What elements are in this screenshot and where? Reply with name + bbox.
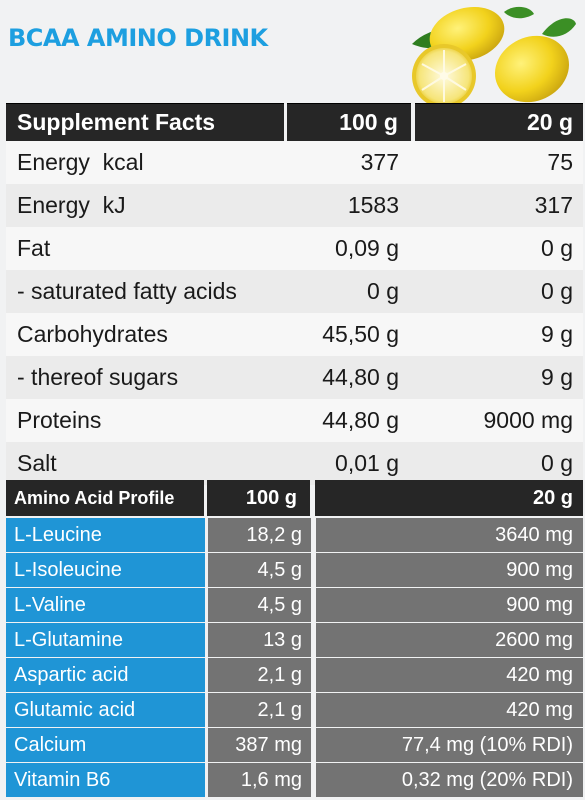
row-value-100g: 18,2 g — [208, 518, 311, 552]
row-value-20g: 3640 mg — [316, 518, 583, 552]
row-value-100g: 1583 — [347, 192, 399, 218]
row-value-100g: 0,01 g — [335, 450, 399, 476]
table-row: - saturated fatty acids 0 g 0 g — [6, 270, 583, 313]
row-value-20g: 9000 mg — [483, 407, 573, 433]
table-row: Carbohydrates 45,50 g 9 g — [6, 313, 583, 356]
table-row: - thereof sugars 44,80 g 9 g — [6, 356, 583, 399]
row-value-20g: 317 — [534, 192, 573, 218]
supplement-facts-table: Supplement Facts 100 g 20 g Energy kcal … — [6, 103, 583, 485]
row-label: L-Valine — [6, 588, 205, 622]
row-value-100g: 44,80 g — [322, 407, 399, 433]
facts-body: Energy kcal 377 75 Energy kJ 1583 317 Fa… — [6, 141, 583, 485]
row-value-100g: 45,50 g — [322, 321, 399, 347]
row-label: Energy kcal — [17, 149, 144, 175]
amino-acid-profile-table: Amino Acid Profile 100 g 20 g L-Leucine … — [6, 480, 583, 798]
row-value-100g: 4,5 g — [208, 588, 311, 622]
amino-header-row: Amino Acid Profile 100 g 20 g — [6, 480, 583, 516]
row-value-20g: 0 g — [541, 450, 573, 476]
row-value-20g: 2600 mg — [316, 623, 583, 657]
row-value-100g: 2,1 g — [208, 693, 311, 727]
row-label: Fat — [17, 235, 51, 261]
row-label: - thereof sugars — [17, 364, 179, 390]
facts-header-row: Supplement Facts 100 g 20 g — [6, 103, 583, 141]
row-value-20g: 0 g — [541, 278, 573, 304]
row-value-100g: 0 g — [367, 278, 399, 304]
row-value-20g: 0,32 mg (20% RDI) — [316, 763, 583, 797]
row-value-100g: 44,80 g — [322, 364, 399, 390]
amino-header-label: Amino Acid Profile — [6, 480, 204, 516]
row-value-20g: 9 g — [541, 364, 573, 390]
lemons-illustration — [412, 6, 576, 108]
table-row: Vitamin B6 1,6 mg 0,32 mg (20% RDI) — [6, 763, 583, 797]
facts-header-100g: 100 g — [287, 103, 411, 141]
row-value-20g: 900 mg — [316, 588, 583, 622]
facts-header-label: Supplement Facts — [6, 103, 284, 141]
row-value-100g: 387 mg — [208, 728, 311, 762]
row-value-100g: 2,1 g — [208, 658, 311, 692]
table-row: L-Glutamine 13 g 2600 mg — [6, 623, 583, 657]
amino-header-100g: 100 g — [207, 480, 310, 516]
row-label: Glutamic acid — [6, 693, 205, 727]
row-value-20g: 75 — [547, 149, 573, 175]
row-label: Proteins — [17, 407, 102, 433]
row-label: L-Leucine — [6, 518, 205, 552]
table-row: Aspartic acid 2,1 g 420 mg — [6, 658, 583, 692]
row-label: Vitamin B6 — [6, 763, 205, 797]
product-title: BCAA AMINO DRINK — [8, 24, 268, 52]
amino-header-20g: 20 g — [315, 480, 583, 516]
table-row: Proteins 44,80 g 9000 mg — [6, 399, 583, 442]
row-value-20g: 77,4 mg (10% RDI) — [316, 728, 583, 762]
table-row: Energy kJ 1583 317 — [6, 184, 583, 227]
row-value-100g: 4,5 g — [208, 553, 311, 587]
row-label: - saturated fatty acids — [17, 278, 237, 304]
row-label: Salt — [17, 450, 57, 476]
row-label: L-Isoleucine — [6, 553, 205, 587]
table-row: L-Valine 4,5 g 900 mg — [6, 588, 583, 622]
row-label: Calcium — [6, 728, 205, 762]
table-row: L-Isoleucine 4,5 g 900 mg — [6, 553, 583, 587]
table-row: Glutamic acid 2,1 g 420 mg — [6, 693, 583, 727]
facts-header-20g: 20 g — [415, 103, 583, 141]
row-value-20g: 0 g — [541, 235, 573, 261]
row-value-20g: 420 mg — [316, 693, 583, 727]
row-label: L-Glutamine — [6, 623, 205, 657]
table-row: Energy kcal 377 75 — [6, 141, 583, 184]
row-label: Aspartic acid — [6, 658, 205, 692]
row-value-20g: 420 mg — [316, 658, 583, 692]
table-row: L-Leucine 18,2 g 3640 mg — [6, 518, 583, 552]
row-value-20g: 900 mg — [316, 553, 583, 587]
row-label: Carbohydrates — [17, 321, 168, 347]
row-value-100g: 13 g — [208, 623, 311, 657]
row-value-100g: 0,09 g — [335, 235, 399, 261]
row-value-100g: 1,6 mg — [208, 763, 311, 797]
table-row: Fat 0,09 g 0 g — [6, 227, 583, 270]
table-row: Salt 0,01 g 0 g — [6, 442, 583, 485]
table-row: Calcium 387 mg 77,4 mg (10% RDI) — [6, 728, 583, 762]
row-value-20g: 9 g — [541, 321, 573, 347]
row-label: Energy kJ — [17, 192, 126, 218]
row-value-100g: 377 — [360, 149, 399, 175]
